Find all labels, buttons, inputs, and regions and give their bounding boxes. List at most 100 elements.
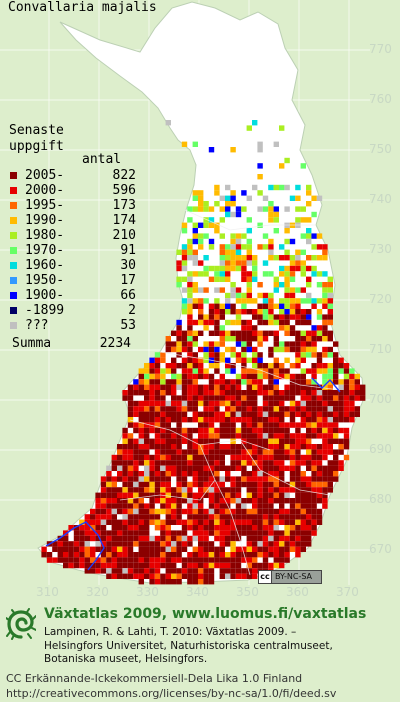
occurrence-cell	[214, 325, 220, 331]
occurrence-cell	[198, 503, 204, 509]
occurrence-cell	[208, 492, 215, 498]
occurrence-cell	[333, 460, 339, 466]
occurrence-cell	[208, 411, 215, 417]
occurrence-cell	[138, 573, 144, 579]
occurrence-cell	[225, 363, 231, 369]
occurrence-cell	[241, 444, 247, 450]
occurrence-cell	[106, 535, 112, 542]
occurrence-cell	[160, 530, 166, 536]
occurrence-cell	[225, 400, 231, 407]
cc-license-badge[interactable]: cc BY-NC-SA	[258, 570, 322, 584]
occurrence-cell	[289, 314, 296, 320]
occurrence-cell	[300, 444, 306, 450]
occurrence-cell	[289, 514, 296, 520]
occurrence-cell	[154, 481, 161, 488]
occurrence-cell	[279, 271, 285, 277]
occurrence-cell	[246, 552, 252, 558]
occurrence-cell	[230, 260, 236, 266]
occurrence-cell	[257, 363, 263, 369]
occurrence-cell	[230, 292, 236, 299]
occurrence-cell	[333, 438, 339, 444]
occurrence-cell	[354, 395, 360, 401]
occurrence-cell	[343, 454, 350, 461]
occurrence-cell	[176, 319, 182, 326]
occurrence-cell	[257, 314, 263, 320]
occurrence-cell	[311, 346, 317, 353]
occurrence-cell	[122, 476, 128, 482]
occurrence-cell	[225, 417, 231, 423]
occurrence-cell	[333, 433, 339, 439]
occurrence-cell	[289, 460, 296, 466]
occurrence-cell	[311, 433, 317, 439]
occurrence-cell	[252, 417, 258, 423]
occurrence-cell	[252, 433, 258, 439]
occurrence-cell	[230, 444, 236, 450]
occurrence-cell	[127, 498, 134, 504]
occurrence-cell	[181, 460, 188, 466]
occurrence-cell	[225, 255, 231, 261]
occurrence-cell	[198, 552, 204, 558]
occurrence-cell	[192, 341, 198, 347]
occurrence-cell	[171, 557, 177, 563]
occurrence-cell	[306, 233, 312, 239]
occurrence-cell	[289, 498, 296, 504]
occurrence-cell	[273, 465, 279, 471]
occurrence-cell	[219, 341, 225, 347]
occurrence-cell	[181, 390, 188, 396]
occurrence-cell	[252, 395, 258, 401]
atlas-brand[interactable]: Växtatlas 2009, www.luomus.fi/vaxtatlas	[44, 606, 367, 622]
occurrence-cell	[246, 422, 252, 428]
occurrence-cell	[300, 206, 306, 212]
occurrence-cell	[268, 487, 274, 493]
occurrence-cell	[198, 449, 204, 455]
occurrence-cell	[154, 579, 161, 585]
occurrence-cell	[154, 379, 161, 385]
occurrence-cell	[138, 503, 144, 509]
occurrence-cell	[171, 514, 177, 520]
occurrence-cell	[149, 379, 155, 385]
occurrence-cell	[262, 487, 269, 493]
occurrence-cell	[127, 411, 134, 417]
occurrence-cell	[333, 395, 339, 401]
occurrence-cell	[95, 562, 101, 569]
occurrence-cell	[192, 260, 198, 266]
occurrence-cell	[273, 330, 279, 336]
occurrence-cell	[187, 379, 193, 385]
license-url[interactable]: http://creativecommons.org/licenses/by-n…	[6, 687, 337, 700]
occurrence-cell	[300, 508, 306, 515]
occurrence-cell	[289, 438, 296, 444]
occurrence-cell	[198, 438, 204, 444]
legend-heading-line1: Senaste	[9, 123, 64, 138]
occurrence-cell	[203, 552, 209, 558]
occurrence-cell	[198, 487, 204, 493]
occurrence-cell	[117, 492, 123, 498]
occurrence-cell	[154, 417, 161, 423]
occurrence-cell	[144, 546, 150, 552]
occurrence-cell	[165, 444, 171, 450]
occurrence-cell	[230, 244, 236, 250]
occurrence-cell	[165, 120, 171, 126]
occurrence-cell	[214, 190, 220, 196]
occurrence-cell	[235, 503, 242, 509]
occurrence-cell	[316, 508, 323, 515]
occurrence-cell	[273, 514, 279, 520]
occurrence-cell	[311, 417, 317, 423]
occurrence-cell	[90, 552, 96, 558]
occurrence-cell	[165, 346, 171, 353]
occurrence-cell	[219, 508, 225, 515]
occurrence-cell	[300, 379, 306, 385]
occurrence-cell	[300, 438, 306, 444]
occurrence-cell	[322, 314, 328, 320]
occurrence-cell	[198, 330, 204, 336]
occurrence-cell	[117, 487, 123, 493]
y-tick-label: 730	[369, 242, 392, 256]
occurrence-cell	[100, 519, 107, 525]
occurrence-cell	[300, 390, 306, 396]
occurrence-cell	[257, 411, 263, 417]
occurrence-cell	[187, 282, 193, 288]
occurrence-cell	[73, 546, 80, 552]
occurrence-cell	[246, 238, 252, 245]
occurrence-cell	[160, 487, 166, 493]
occurrence-cell	[208, 363, 215, 369]
occurrence-cell	[225, 336, 231, 342]
